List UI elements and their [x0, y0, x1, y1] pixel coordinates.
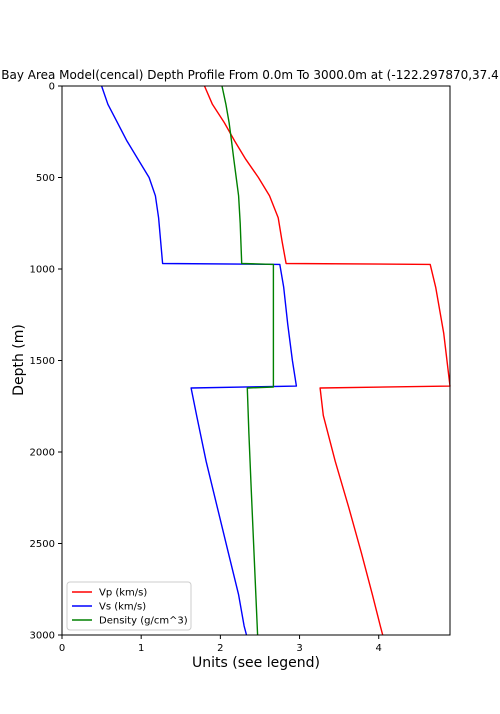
chart-title: Bay Area Model(cencal) Depth Profile Fro… [1, 68, 499, 82]
y-tick-label-3: 1500 [30, 356, 55, 367]
x-tick-label-3: 3 [296, 643, 302, 654]
x-axis-label: Units (see legend) [192, 655, 320, 671]
plot-background [62, 86, 450, 635]
y-tick-label-0: 0 [49, 82, 55, 93]
legend-label-2: Density (g/cm^3) [99, 616, 188, 627]
y-tick-label-4: 2000 [30, 448, 55, 459]
series-line-0 [203, 85, 451, 636]
series-line-2 [221, 85, 275, 636]
x-tick-label-4: 4 [376, 643, 382, 654]
plot-area [61, 85, 451, 636]
y-tick-label-1: 500 [36, 173, 55, 184]
y-tick-label-6: 3000 [30, 631, 55, 642]
x-tick-label-1: 1 [138, 643, 144, 654]
series-line-1 [100, 85, 298, 636]
x-tick-label-0: 0 [59, 643, 65, 654]
legend: Vp (km/s) Vs (km/s) Density (g/cm^3) [66, 581, 192, 631]
y-tick-label-5: 2500 [30, 539, 55, 550]
y-axis-label: Depth (m) [11, 324, 27, 396]
x-tick-label-2: 2 [217, 643, 223, 654]
y-tick-label-2: 1000 [30, 265, 55, 276]
series-layer [100, 85, 451, 636]
x-axis: 0 1 2 3 4 [59, 635, 382, 654]
legend-label-0: Vp (km/s) [99, 588, 147, 599]
legend-label-1: Vs (km/s) [99, 602, 146, 613]
legend-box [66, 581, 192, 631]
y-axis: 0 500 1000 1500 2000 2500 3000 [30, 82, 62, 642]
